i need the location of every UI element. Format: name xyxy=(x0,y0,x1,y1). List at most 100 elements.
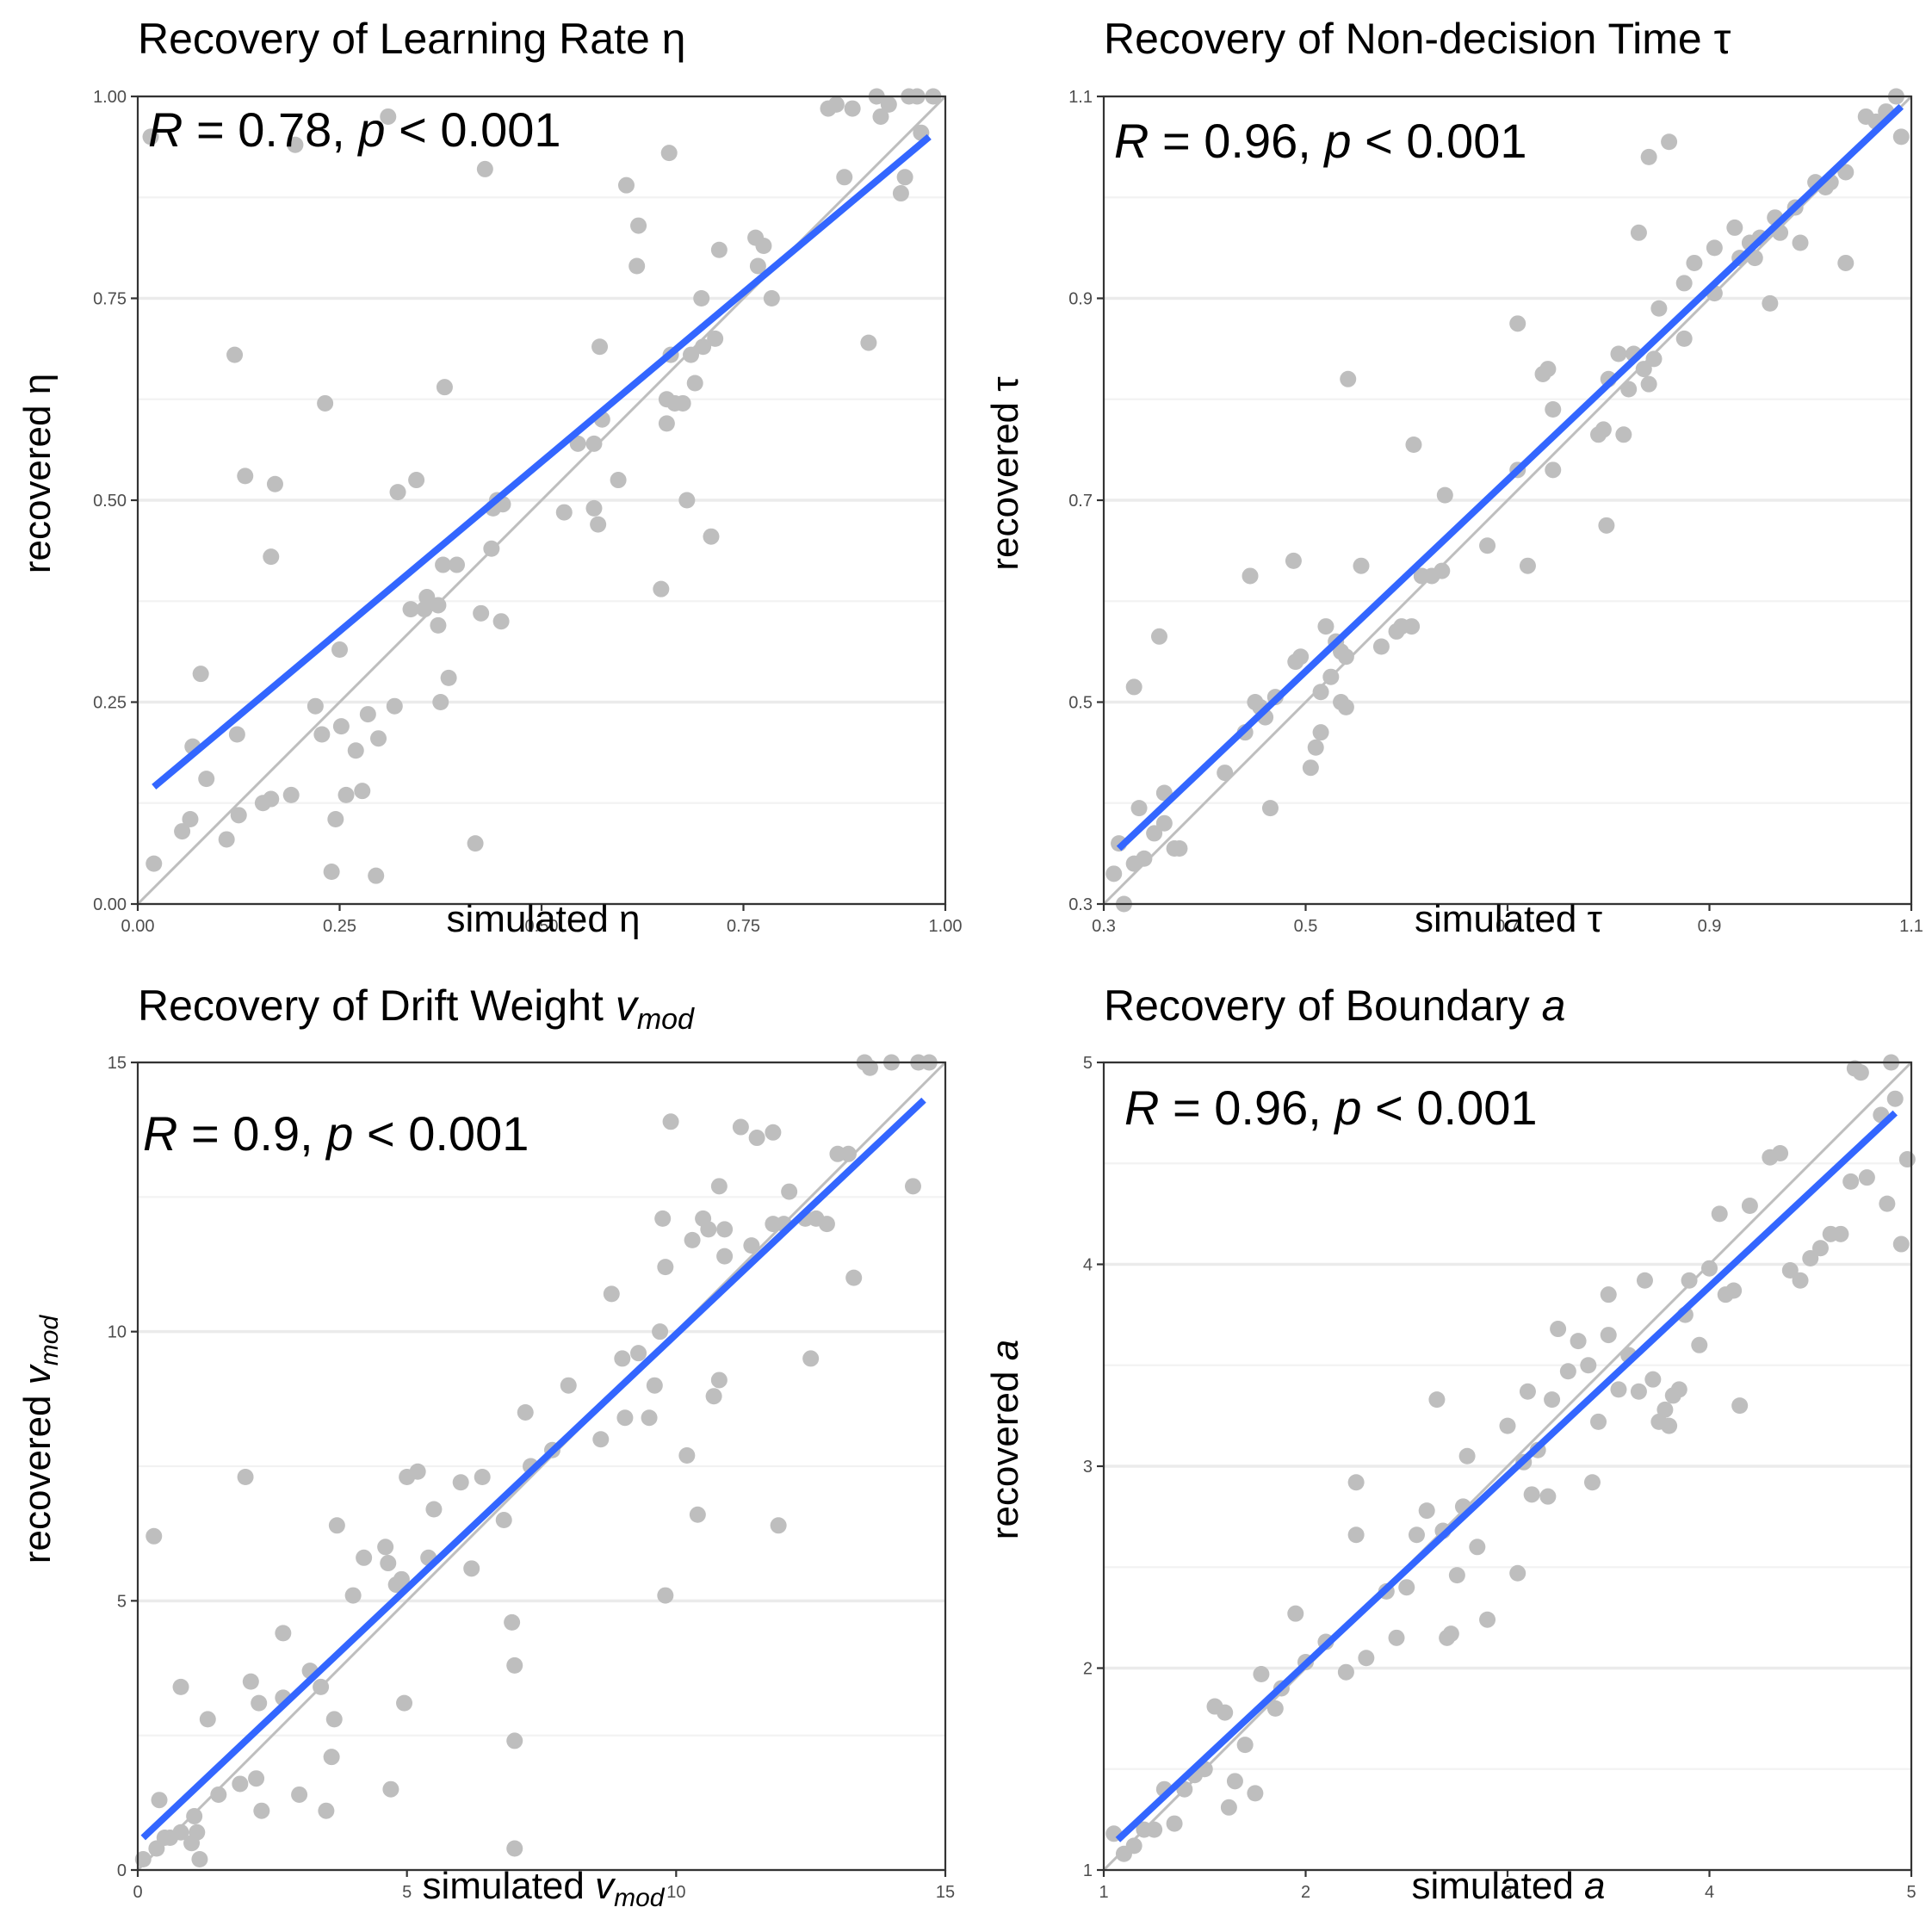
correlation-annotation-part: R xyxy=(1124,1081,1159,1135)
data-point xyxy=(291,1786,308,1803)
x-tick-label: 0.25 xyxy=(323,917,356,936)
data-point xyxy=(904,1178,921,1195)
data-point xyxy=(1519,557,1536,574)
data-point xyxy=(1630,224,1647,241)
x-tick-label: 4 xyxy=(1705,1883,1714,1902)
data-point xyxy=(436,379,453,396)
data-point xyxy=(476,160,493,177)
data-point xyxy=(1670,1381,1687,1398)
data-point xyxy=(1340,370,1357,387)
data-point xyxy=(1590,1413,1607,1430)
data-point xyxy=(1661,1417,1678,1434)
data-point xyxy=(765,1124,782,1141)
data-point xyxy=(1436,486,1453,504)
y-tick-label: 1 xyxy=(1083,1861,1093,1880)
panel1-title: Recovery of Learning Rate η xyxy=(138,15,685,63)
data-point xyxy=(1598,517,1615,534)
data-point xyxy=(389,484,406,501)
data-point xyxy=(1242,567,1259,585)
data-point xyxy=(892,185,909,202)
data-point xyxy=(896,169,913,186)
data-point xyxy=(1661,133,1678,151)
panel3-ylabel-sub: mod xyxy=(35,1315,64,1366)
data-point xyxy=(1217,765,1234,782)
data-point xyxy=(555,504,573,521)
data-point xyxy=(182,811,199,828)
data-point xyxy=(610,472,627,489)
data-point xyxy=(1337,1663,1354,1681)
data-point xyxy=(1781,1262,1799,1279)
data-point xyxy=(1640,375,1657,393)
data-point xyxy=(230,807,247,824)
data-point xyxy=(1630,1383,1647,1400)
data-point xyxy=(1615,426,1632,443)
x-tick-label: 5 xyxy=(1906,1883,1916,1902)
data-point xyxy=(748,1130,765,1147)
data-point xyxy=(146,1527,163,1545)
data-point xyxy=(174,823,191,840)
data-point xyxy=(380,1555,397,1572)
data-point xyxy=(1570,1333,1587,1350)
data-point xyxy=(1347,1526,1365,1544)
y-tick-label: 0.3 xyxy=(1068,895,1093,914)
data-point xyxy=(237,468,254,485)
data-point xyxy=(653,580,670,598)
data-point xyxy=(1858,1169,1875,1186)
panel-drift-weight: 0 5 10 15 0 5 10 15 R = 0.9, p < 0.001 xyxy=(108,1054,955,1902)
data-point xyxy=(287,136,304,153)
identity-line xyxy=(136,95,947,906)
data-point xyxy=(1105,865,1123,882)
data-point xyxy=(192,666,209,683)
data-point xyxy=(172,1824,189,1841)
data-point xyxy=(506,1732,523,1749)
data-point xyxy=(191,1850,208,1867)
data-point xyxy=(743,1237,760,1254)
data-point xyxy=(1428,1391,1446,1409)
data-point xyxy=(396,1694,413,1712)
correlation-annotation-part: p xyxy=(325,1106,353,1161)
data-point xyxy=(359,706,376,723)
data-point xyxy=(1600,1327,1617,1344)
data-point xyxy=(1837,254,1855,271)
data-point xyxy=(380,108,397,125)
data-point xyxy=(1372,638,1390,655)
data-point xyxy=(1519,1383,1536,1400)
data-point xyxy=(1292,648,1310,666)
data-point xyxy=(1792,234,1809,251)
data-point xyxy=(323,1749,340,1766)
panel2-xlabel: simulated τ xyxy=(1415,898,1603,940)
data-point xyxy=(1125,1837,1142,1855)
data-point xyxy=(1711,1205,1728,1223)
data-point xyxy=(616,1409,634,1427)
data-point xyxy=(1253,1666,1270,1683)
data-point xyxy=(705,1388,722,1405)
data-point xyxy=(1130,800,1148,817)
data-point xyxy=(1347,1474,1365,1491)
data-point xyxy=(1418,1502,1435,1520)
data-point xyxy=(1898,1151,1916,1168)
data-point xyxy=(770,1517,787,1534)
data-point xyxy=(1583,1474,1601,1491)
panel3-ylabel-var: v xyxy=(16,1363,59,1384)
data-point xyxy=(1731,1397,1749,1415)
data-point xyxy=(370,730,387,747)
data-point xyxy=(700,1221,717,1238)
data-point xyxy=(409,1463,426,1480)
data-point xyxy=(1403,618,1421,635)
data-point xyxy=(703,528,720,545)
data-point xyxy=(674,394,691,412)
regression-line xyxy=(1115,1110,1898,1842)
data-point xyxy=(1656,1401,1674,1418)
data-point xyxy=(585,499,603,517)
data-point xyxy=(1645,350,1663,368)
data-point xyxy=(1892,128,1910,146)
data-point xyxy=(452,1474,469,1491)
data-point xyxy=(592,1431,610,1448)
data-point xyxy=(435,556,452,573)
correlation-annotation-part: = 0.9, xyxy=(177,1106,326,1161)
data-point xyxy=(1322,668,1340,685)
x-tick-label: 0.3 xyxy=(1092,917,1116,936)
data-point xyxy=(151,1792,168,1809)
data-point xyxy=(1706,239,1723,257)
